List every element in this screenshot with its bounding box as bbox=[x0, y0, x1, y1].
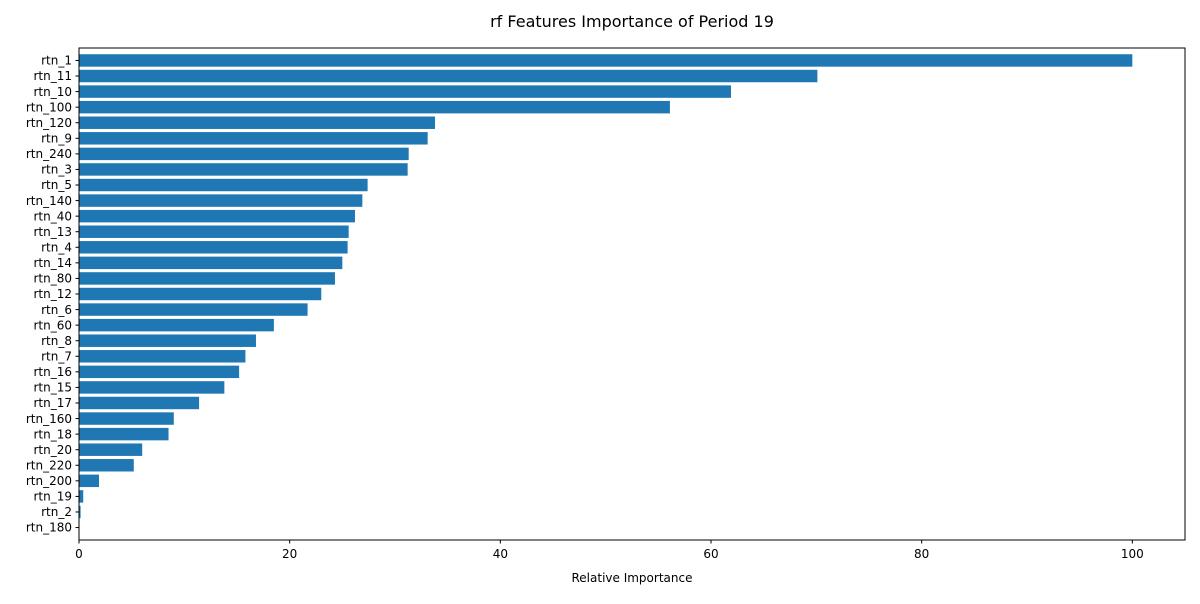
x-tick-label: 60 bbox=[703, 547, 718, 561]
bar-rtn_7 bbox=[79, 350, 246, 363]
y-tick-label: rtn_8 bbox=[41, 334, 72, 348]
y-tick-label: rtn_160 bbox=[26, 412, 72, 426]
bar-rtn_6 bbox=[79, 303, 308, 316]
y-tick-label: rtn_1 bbox=[41, 54, 72, 68]
bar-rtn_10 bbox=[79, 85, 732, 98]
x-tick-label: 80 bbox=[914, 547, 929, 561]
y-tick-label: rtn_100 bbox=[26, 100, 72, 114]
bar-rtn_100 bbox=[79, 100, 670, 114]
y-tick-label: rtn_4 bbox=[41, 240, 72, 254]
x-tick-label: 20 bbox=[282, 547, 297, 561]
bar-rtn_1 bbox=[79, 54, 1133, 67]
bar-rtn_14 bbox=[79, 256, 343, 270]
bar-rtn_3 bbox=[79, 163, 408, 176]
y-tick-label: rtn_3 bbox=[41, 163, 72, 177]
y-tick-label: rtn_220 bbox=[26, 458, 72, 472]
y-tick-label: rtn_180 bbox=[26, 521, 72, 535]
bar-rtn_80 bbox=[79, 272, 335, 285]
y-tick-label: rtn_80 bbox=[33, 272, 72, 286]
y-tick-label: rtn_10 bbox=[33, 85, 72, 99]
bar-rtn_240 bbox=[79, 147, 409, 161]
y-tick-label: rtn_18 bbox=[33, 427, 72, 441]
bar-rtn_15 bbox=[79, 381, 225, 394]
y-tick-label: rtn_15 bbox=[33, 381, 72, 395]
y-tick-label: rtn_20 bbox=[33, 443, 72, 457]
y-tick-label: rtn_140 bbox=[26, 194, 72, 208]
bar-rtn_13 bbox=[79, 225, 349, 238]
y-tick-label: rtn_40 bbox=[33, 209, 72, 223]
y-tick-label: rtn_13 bbox=[33, 225, 72, 239]
bar-rtn_9 bbox=[79, 132, 428, 145]
bar-rtn_16 bbox=[79, 365, 240, 379]
bar-rtn_2 bbox=[79, 505, 81, 519]
bar-rtn_8 bbox=[79, 334, 256, 347]
y-tick-label: rtn_14 bbox=[33, 256, 72, 270]
y-tick-label: rtn_12 bbox=[33, 287, 72, 301]
bar-rtn_140 bbox=[79, 194, 363, 207]
y-tick-label: rtn_17 bbox=[33, 396, 72, 410]
x-axis-ticks: 0 20 40 60 80 100 bbox=[75, 540, 1144, 561]
y-tick-label: rtn_7 bbox=[41, 349, 72, 363]
y-tick-label: rtn_19 bbox=[33, 490, 72, 504]
x-tick-label: 100 bbox=[1121, 547, 1144, 561]
y-tick-label: rtn_5 bbox=[41, 178, 72, 192]
bar-rtn_220 bbox=[79, 459, 134, 472]
bars-layer bbox=[79, 54, 1133, 519]
y-tick-label: rtn_2 bbox=[41, 505, 72, 519]
bar-rtn_19 bbox=[79, 490, 84, 503]
bar-rtn_40 bbox=[79, 209, 355, 223]
y-axis-ticks: rtn_1rtn_11rtn_10rtn_100rtn_120rtn_9rtn_… bbox=[26, 54, 79, 535]
bar-rtn_11 bbox=[79, 69, 818, 83]
x-tick-label: 40 bbox=[493, 547, 508, 561]
y-tick-label: rtn_16 bbox=[33, 365, 72, 379]
bar-rtn_4 bbox=[79, 241, 348, 254]
bar-rtn_20 bbox=[79, 443, 143, 456]
chart-title: rf Features Importance of Period 19 bbox=[490, 12, 774, 31]
y-tick-label: rtn_240 bbox=[26, 147, 72, 161]
plot-frame bbox=[78, 47, 1186, 541]
bar-rtn_5 bbox=[79, 178, 368, 192]
y-tick-label: rtn_200 bbox=[26, 474, 72, 488]
y-tick-label: rtn_11 bbox=[33, 69, 72, 83]
bar-rtn_17 bbox=[79, 396, 200, 410]
y-tick-label: rtn_120 bbox=[26, 116, 72, 130]
x-tick-label: 0 bbox=[75, 547, 83, 561]
bar-rtn_18 bbox=[79, 427, 169, 441]
x-axis-label: Relative Importance bbox=[572, 571, 693, 585]
bar-rtn_160 bbox=[79, 412, 174, 425]
bar-rtn_200 bbox=[79, 474, 100, 488]
bar-rtn_12 bbox=[79, 287, 322, 301]
bar-rtn_60 bbox=[79, 318, 274, 332]
y-tick-label: rtn_9 bbox=[41, 132, 72, 146]
y-tick-label: rtn_6 bbox=[41, 303, 72, 317]
y-tick-label: rtn_60 bbox=[33, 318, 72, 332]
bar-rtn_120 bbox=[79, 116, 436, 129]
